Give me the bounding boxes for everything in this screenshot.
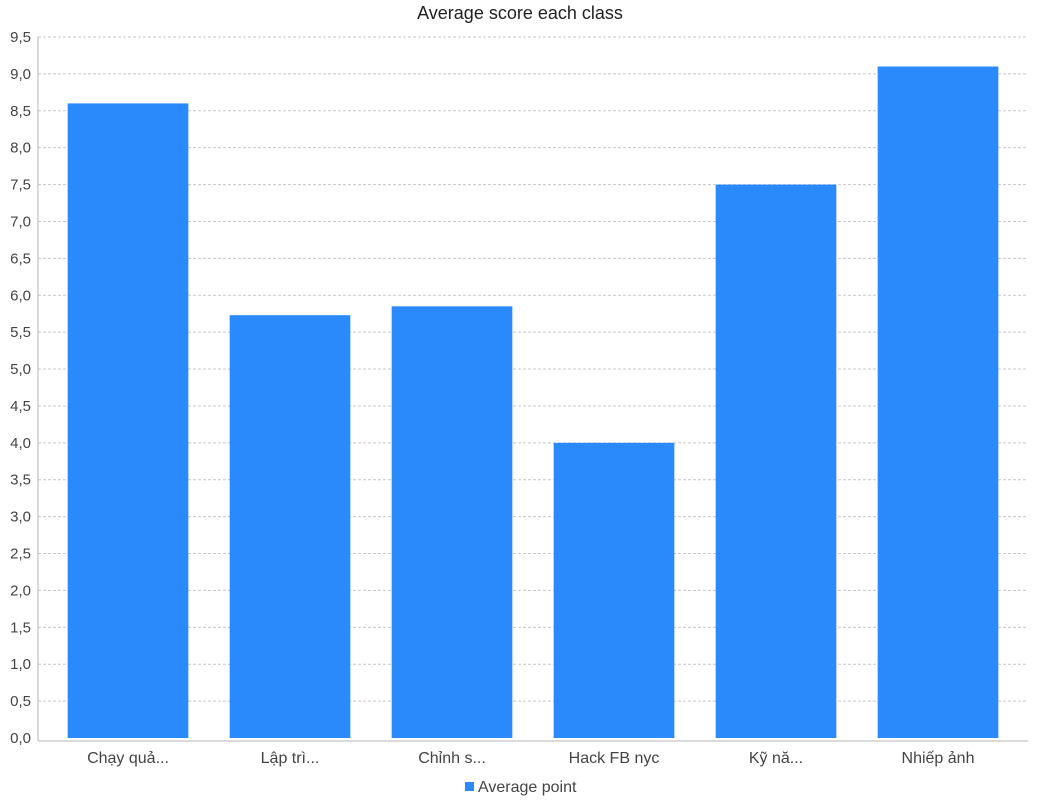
bar[interactable] bbox=[391, 306, 513, 738]
y-tick-label: 5,0 bbox=[10, 361, 31, 378]
bars bbox=[67, 66, 999, 739]
bar[interactable] bbox=[67, 103, 189, 739]
chart-title: Average score each class bbox=[417, 3, 623, 23]
y-tick-label: 2,0 bbox=[10, 582, 31, 599]
y-tick-label: 7,5 bbox=[10, 177, 31, 194]
legend[interactable]: Average point bbox=[465, 779, 577, 796]
x-axis-category-labels: Chạy quả... Lập trì... Chỉnh s... Hack FB n… bbox=[87, 750, 974, 767]
x-tick-label: Chạy quả... bbox=[87, 750, 169, 767]
y-tick-label: 0,0 bbox=[10, 730, 31, 747]
x-tick-label: Chỉnh s... bbox=[418, 750, 486, 767]
y-tick-label: 6,0 bbox=[10, 287, 31, 304]
gridlines bbox=[38, 36, 1028, 702]
y-tick-label: 4,0 bbox=[10, 435, 31, 452]
x-tick-label: Nhiếp ảnh bbox=[902, 750, 975, 767]
y-tick-label: 2,5 bbox=[10, 546, 31, 563]
y-tick-label: 7,0 bbox=[10, 213, 31, 230]
y-tick-label: 5,5 bbox=[10, 324, 31, 341]
y-tick-label: 9,5 bbox=[10, 29, 31, 46]
bar[interactable] bbox=[553, 442, 675, 738]
legend-label: Average point bbox=[478, 779, 577, 796]
y-tick-label: 1,0 bbox=[10, 656, 31, 673]
y-tick-label: 1,5 bbox=[10, 619, 31, 636]
bar[interactable] bbox=[229, 315, 351, 738]
y-tick-label: 3,0 bbox=[10, 509, 31, 526]
y-tick-label: 3,5 bbox=[10, 472, 31, 489]
bar[interactable] bbox=[715, 184, 837, 738]
bar[interactable] bbox=[877, 66, 999, 738]
y-tick-label: 0,5 bbox=[10, 693, 31, 710]
y-tick-label: 8,5 bbox=[10, 103, 31, 120]
x-tick-label: Hack FB nyc bbox=[569, 750, 660, 767]
y-tick-label: 9,0 bbox=[10, 66, 31, 83]
x-tick-label: Kỹ nă... bbox=[749, 750, 803, 767]
y-axis-tick-labels: 0,0 0,5 1,0 1,5 2,0 2,5 3,0 3,5 4,0 4,5 5,0 5,5 6,0 6… bbox=[10, 29, 31, 747]
y-tick-label: 4,5 bbox=[10, 398, 31, 415]
legend-swatch bbox=[465, 782, 474, 791]
y-tick-label: 8,0 bbox=[10, 140, 31, 157]
x-tick-label: Lập trì... bbox=[261, 750, 320, 767]
y-tick-label: 6,5 bbox=[10, 250, 31, 267]
